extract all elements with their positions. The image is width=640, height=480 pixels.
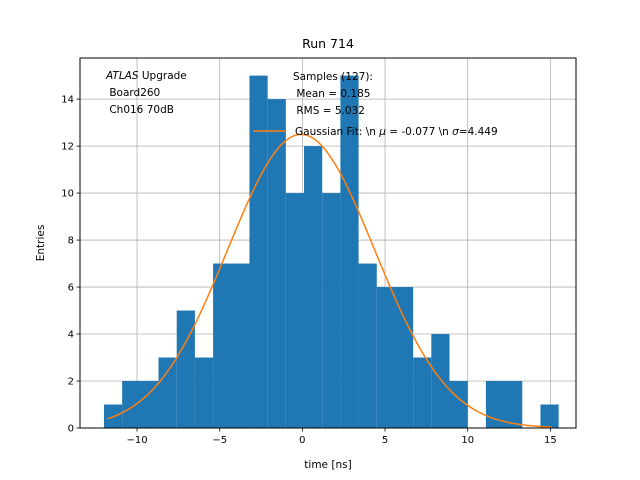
x-tick-label: 0 [299,435,305,446]
histogram-bar [304,146,323,428]
chart-title: Run 714 [302,36,354,51]
x-tick-label: −10 [126,435,147,446]
legend: Samples (127): Mean = 0.185 RMS = 5.032 … [253,71,498,138]
histogram-bar [267,99,286,428]
histogram-bars [103,75,559,428]
histogram-bar [540,404,559,428]
legend-samples-line-2: Mean = 0.185 [293,88,370,100]
gaussian-fit-curve [107,133,553,428]
histogram-bar [194,357,214,428]
histogram-bar [358,263,377,428]
histogram-bar [249,75,268,428]
annotation-line-3: Ch016 70dB [106,104,174,116]
fit-curve-line [107,133,553,428]
legend-samples-line-3: RMS = 5.032 [293,105,365,117]
histogram-bar [485,381,523,428]
histogram-bar [322,193,341,428]
y-tick-label: 10 [61,189,74,200]
histogram-bar [376,287,395,428]
histogram-bar [431,334,450,428]
y-tick-label: 8 [68,236,74,247]
y-tick-label: 6 [68,283,74,294]
x-axis-label: time [ns] [304,459,351,471]
y-tick-label: 2 [68,377,74,388]
histogram-bar [176,310,195,428]
annotation-atlas: ATLAS [105,70,139,82]
histogram-bar [122,381,159,428]
y-tick-label: 0 [68,424,74,435]
histogram-bar [449,381,468,428]
y-axis-ticks: 0 2 4 6 8 10 12 14 [61,95,80,435]
x-tick-label: 10 [461,435,474,446]
x-tick-label: −5 [212,435,227,446]
annotation-line-1: ATLAS Upgrade [105,70,187,82]
x-axis-ticks: −10 −5 0 5 10 15 [126,428,557,446]
histogram-bar [213,263,250,428]
atlas-annotation: ATLAS Upgrade Board260 Ch016 70dB [105,70,187,116]
annotation-upgrade: Upgrade [139,70,187,82]
legend-samples-line-1: Samples (127): [293,71,373,83]
histogram-bar [394,287,414,428]
y-tick-label: 12 [61,142,74,153]
legend-fit-label: Gaussian Fit: \n μ = -0.077 \n σ=4.449 [295,126,498,138]
histogram-bar [413,357,432,428]
histogram-bar [158,357,177,428]
y-axis-label: Entries [35,225,47,262]
y-tick-label: 4 [68,330,74,341]
plot-frame [79,57,577,429]
histogram-bar [340,75,359,428]
y-tick-label: 14 [61,95,74,106]
x-tick-label: 15 [544,435,557,446]
x-tick-label: 5 [382,435,388,446]
histogram-bar [285,193,305,428]
annotation-line-2: Board260 [106,87,160,99]
